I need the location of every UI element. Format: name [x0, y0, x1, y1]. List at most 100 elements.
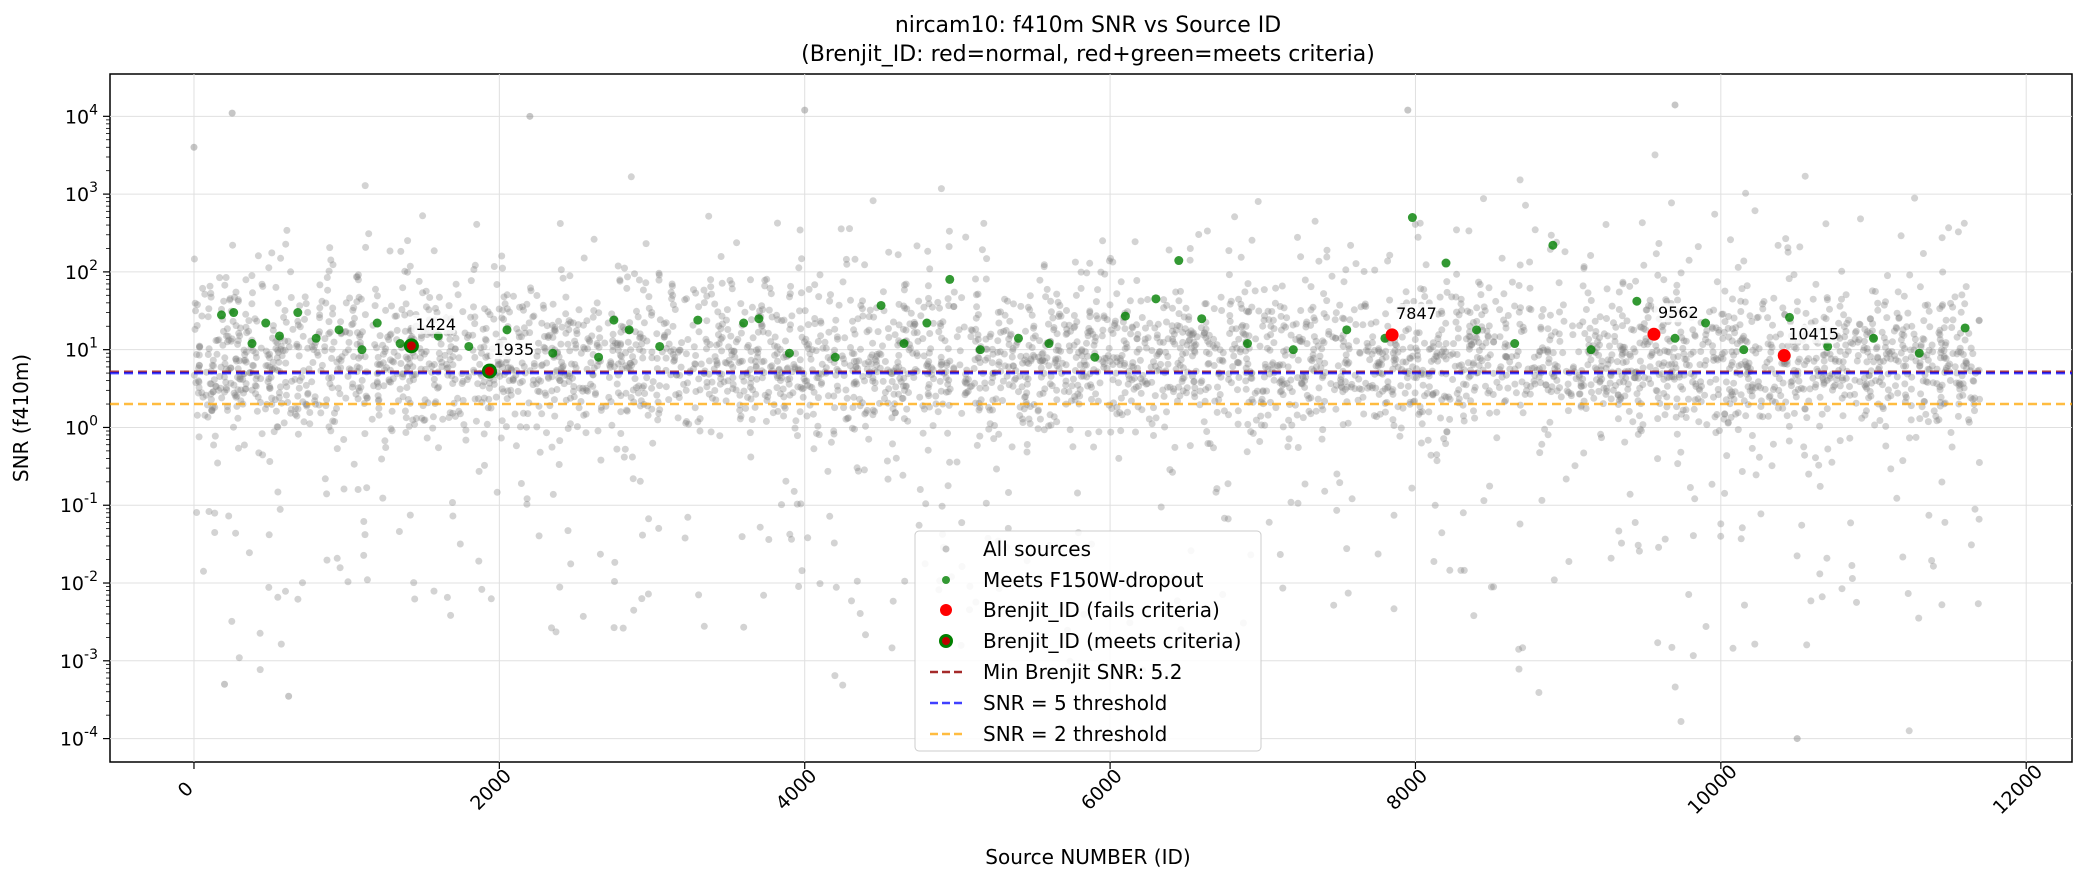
all-source-point [1946, 377, 1954, 384]
all-source-point [1100, 312, 1108, 320]
all-source-point [924, 362, 932, 370]
all-source-point [1245, 308, 1253, 315]
all-source-point [1620, 378, 1627, 386]
all-source-point [752, 390, 760, 398]
all-source-point [1028, 344, 1036, 351]
all-source-point [1971, 505, 1979, 513]
all-source-point [1390, 422, 1398, 429]
all-source-point [1374, 362, 1382, 370]
all-source-point [1204, 440, 1212, 447]
all-source-point [1124, 380, 1132, 388]
all-source-point [521, 329, 529, 337]
all-source-point [217, 384, 225, 392]
all-source-point [1164, 353, 1172, 360]
all-source-point [1741, 601, 1748, 609]
all-source-point [1034, 406, 1042, 414]
all-source-point [796, 226, 804, 234]
all-source-point [1460, 412, 1467, 420]
all-source-point [945, 302, 953, 310]
all-source-point [964, 387, 972, 395]
all-source-point [325, 267, 333, 275]
all-source-point [1016, 412, 1024, 419]
all-source-point [1654, 394, 1662, 402]
all-source-point [1615, 306, 1623, 313]
all-source-point [903, 405, 911, 413]
all-source-point [1906, 271, 1914, 279]
all-source-point [575, 404, 583, 412]
all-source-point [1108, 405, 1116, 412]
all-source-point [597, 406, 605, 414]
all-source-point [478, 349, 485, 357]
all-source-point [1346, 316, 1354, 324]
all-source-point [515, 329, 523, 337]
all-source-point [1579, 318, 1587, 326]
all-source-point [730, 348, 738, 355]
all-source-point [279, 347, 287, 354]
all-source-point [287, 268, 295, 276]
all-source-point [1626, 282, 1634, 290]
all-source-point [1761, 385, 1769, 393]
all-source-point [703, 338, 711, 346]
all-source-point [1137, 375, 1145, 383]
all-source-point [356, 364, 363, 372]
all-source-point [294, 430, 302, 438]
all-source-point [967, 326, 975, 334]
all-source-point [277, 383, 284, 391]
all-source-point [518, 359, 526, 367]
all-source-point [732, 338, 740, 346]
all-source-point [727, 360, 735, 368]
all-source-point [1040, 426, 1048, 434]
all-source-point [716, 432, 724, 440]
all-source-point [925, 381, 933, 388]
all-source-point [938, 360, 946, 368]
all-source-point [1296, 337, 1304, 345]
all-source-point [894, 251, 902, 259]
all-source-point [1831, 355, 1839, 363]
all-source-point [930, 375, 937, 383]
all-source-point [564, 425, 572, 432]
all-source-point [802, 335, 810, 343]
all-source-point [1759, 300, 1767, 308]
all-source-point [523, 500, 531, 508]
all-source-point [540, 343, 548, 351]
all-source-point [891, 331, 899, 339]
all-source-point [910, 329, 918, 337]
all-source-point [287, 409, 295, 417]
all-source-point [1490, 583, 1498, 591]
all-source-point [1054, 342, 1062, 350]
all-source-point [1366, 383, 1374, 390]
all-source-point [426, 294, 434, 301]
all-source-point [1541, 425, 1549, 433]
all-source-point [328, 374, 336, 382]
all-source-point [1655, 360, 1663, 368]
all-source-point [1303, 391, 1311, 399]
all-source-point [611, 578, 618, 585]
all-source-point [1278, 282, 1286, 290]
all-source-point [1490, 338, 1498, 346]
all-source-point [1793, 307, 1801, 315]
all-source-point [1271, 299, 1279, 307]
all-source-point [773, 384, 781, 392]
all-source-point [1569, 322, 1576, 330]
x-tick-label: 4000 [772, 765, 822, 815]
all-source-point [1945, 224, 1953, 232]
all-source-point [1816, 393, 1824, 401]
all-source-point [506, 308, 513, 316]
all-source-point [229, 317, 237, 325]
all-source-point [530, 312, 538, 320]
all-source-point [1039, 349, 1047, 357]
all-source-point [938, 358, 945, 366]
all-source-point [502, 359, 510, 367]
all-source-point [736, 406, 744, 414]
all-source-point [1430, 558, 1438, 565]
all-source-point [922, 500, 930, 508]
all-source-point [741, 308, 749, 316]
all-source-point [958, 519, 966, 527]
all-source-point [830, 427, 838, 435]
all-source-point [562, 396, 570, 404]
all-source-point [1680, 350, 1688, 358]
all-source-point [1674, 353, 1682, 360]
all-source-point [1237, 253, 1245, 261]
all-source-point [293, 342, 301, 350]
all-source-point [747, 453, 755, 461]
